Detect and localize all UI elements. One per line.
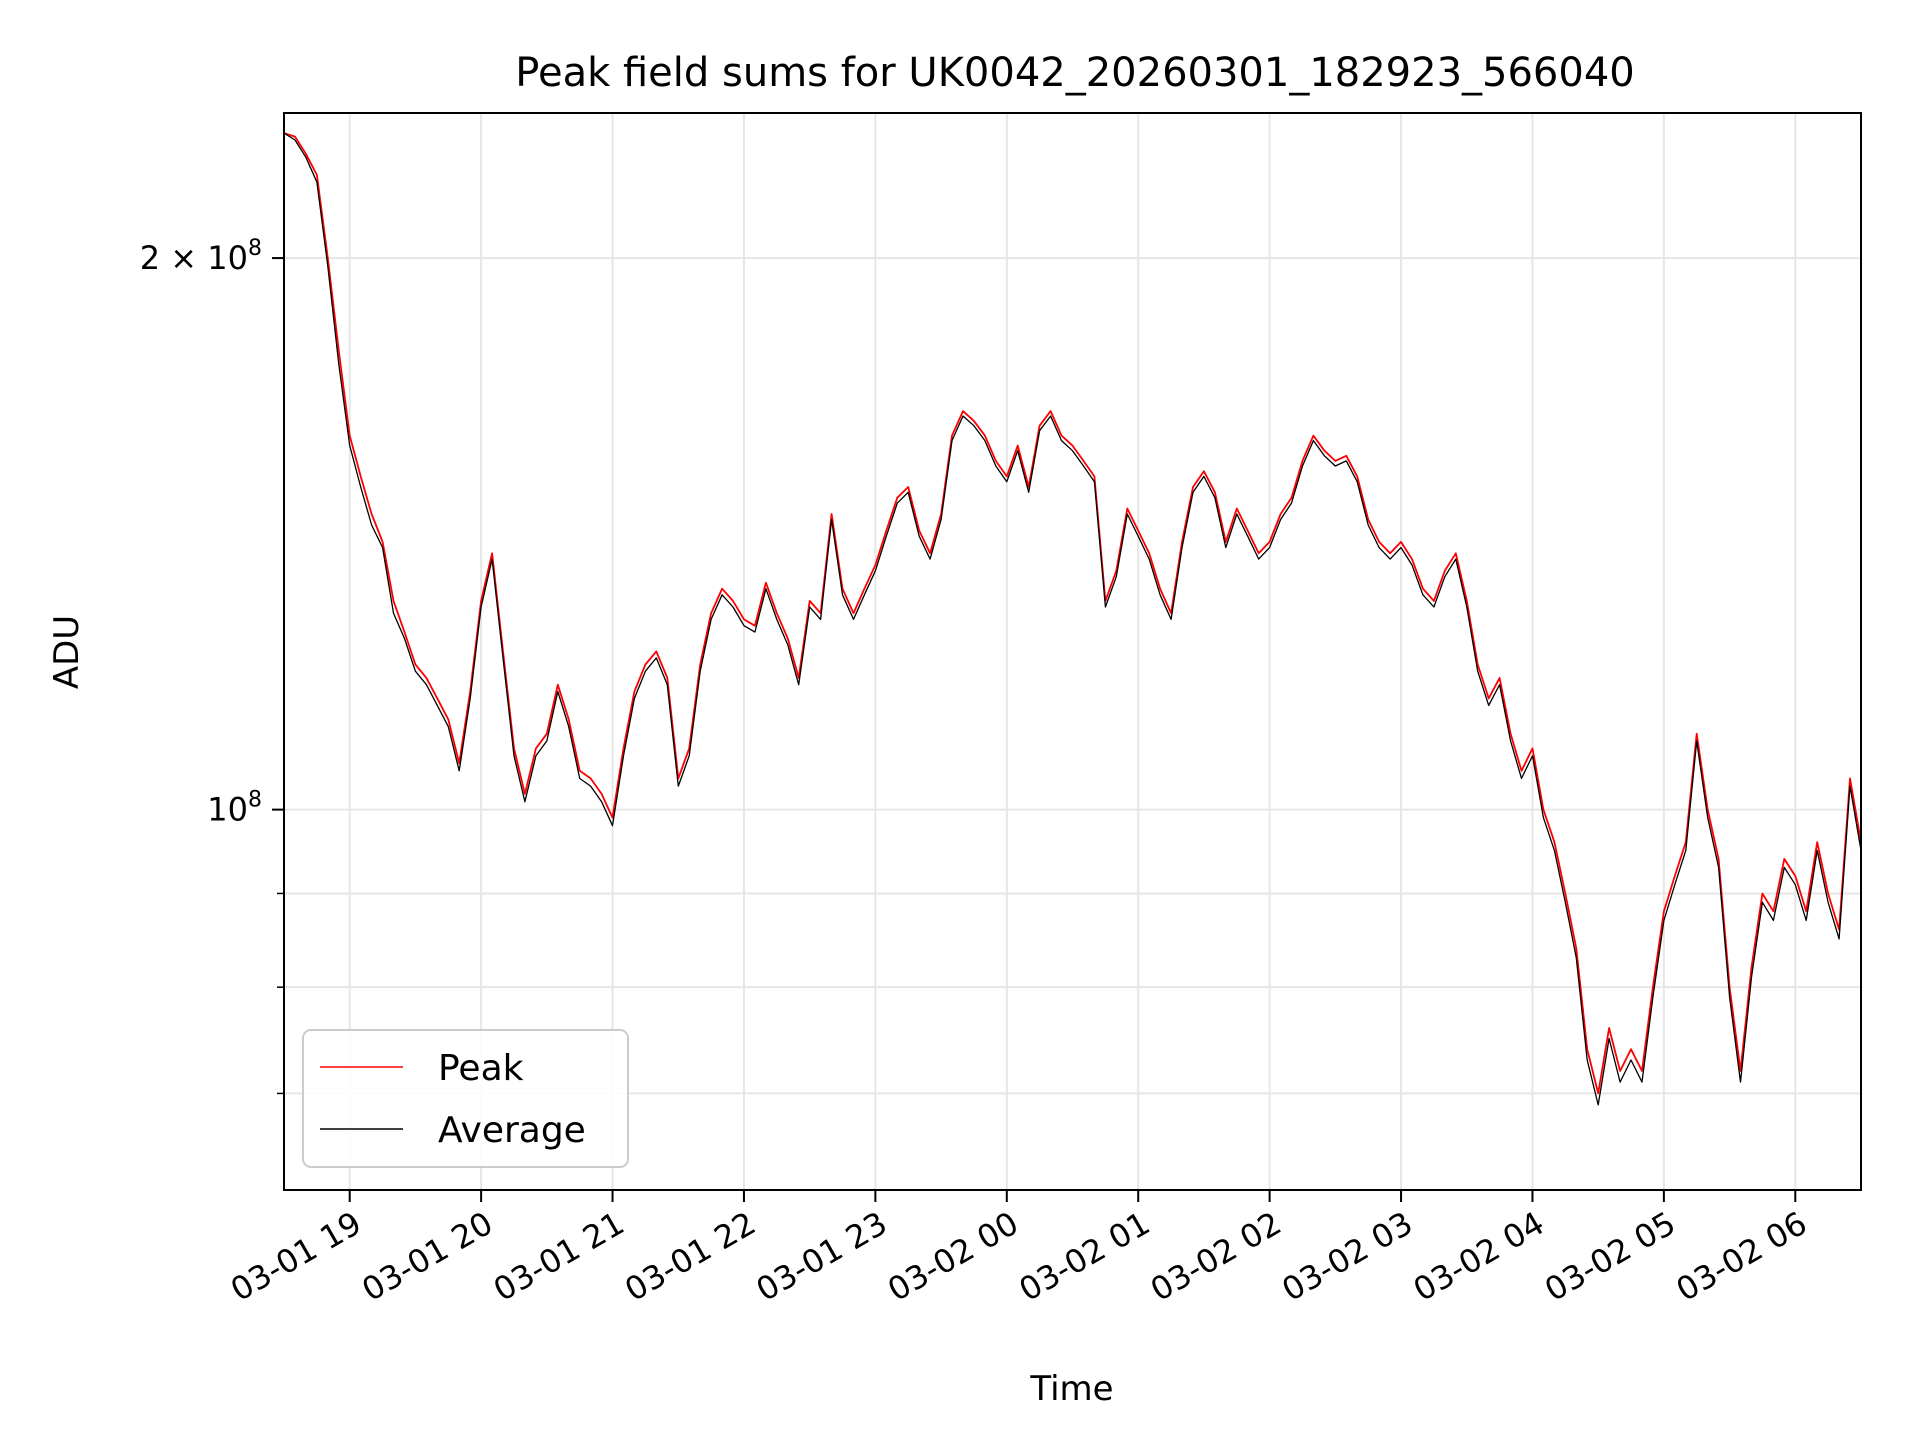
legend-label-average: Average — [438, 1110, 586, 1151]
plot-frame — [283, 112, 1862, 1191]
legend-label-peak: Peak — [438, 1048, 524, 1089]
x-axis-title: Time — [1029, 1369, 1113, 1409]
y-tick-label: 2 × 108 — [140, 236, 262, 277]
chart-title: Peak field sums for UK0042_20260301_1829… — [515, 50, 1634, 96]
y-axis-title: ADU — [47, 615, 87, 689]
series-line-peak — [283, 132, 1862, 1095]
y-tick-label: 108 — [207, 788, 262, 829]
series-line-average — [283, 132, 1862, 1106]
legend-box — [302, 1029, 629, 1168]
series-layer — [283, 132, 1862, 1106]
legend: Peak Average — [302, 1029, 629, 1168]
grid-layer — [284, 113, 1861, 1190]
